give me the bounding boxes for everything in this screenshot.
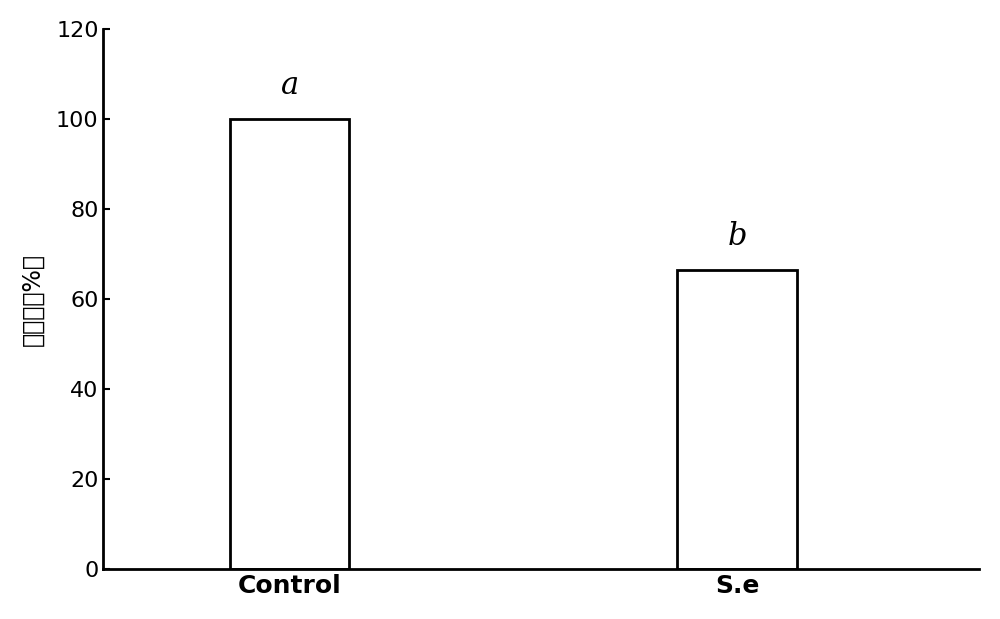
Bar	[677, 270, 797, 569]
Text: a: a	[281, 70, 299, 101]
Bar	[230, 119, 349, 569]
Y-axis label: 发病率（%）: 发病率（%）	[21, 253, 45, 345]
Text: b: b	[727, 221, 747, 252]
